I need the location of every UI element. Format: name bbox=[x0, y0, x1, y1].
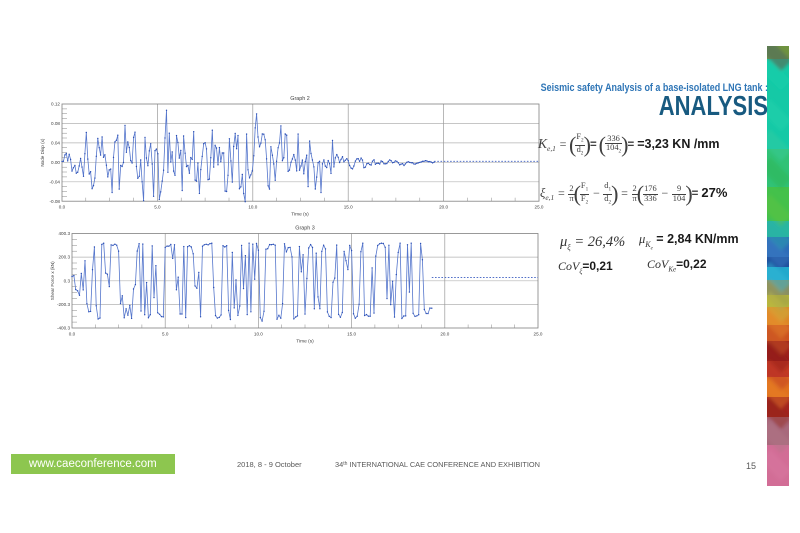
svg-text:15.0: 15.0 bbox=[344, 205, 353, 210]
svg-text:25.0: 25.0 bbox=[534, 332, 543, 337]
svg-text:Graph 2: Graph 2 bbox=[290, 96, 309, 102]
svg-text:10.0: 10.0 bbox=[254, 332, 263, 337]
svg-text:Graph 3: Graph 3 bbox=[295, 226, 314, 232]
svg-text:Time (s): Time (s) bbox=[296, 339, 314, 345]
svg-text:0.00: 0.00 bbox=[51, 160, 60, 165]
svg-text:0.0: 0.0 bbox=[69, 332, 76, 337]
svg-text:20.0: 20.0 bbox=[439, 205, 448, 210]
svg-text:25.0: 25.0 bbox=[535, 205, 544, 210]
svg-text:200.3: 200.3 bbox=[59, 255, 71, 260]
svg-text:5.0: 5.0 bbox=[154, 205, 161, 210]
svg-text:10.0: 10.0 bbox=[248, 205, 257, 210]
svg-text:15.0: 15.0 bbox=[347, 332, 356, 337]
svg-text:0.0: 0.0 bbox=[59, 205, 66, 210]
svg-text:-0.08: -0.08 bbox=[50, 199, 61, 204]
svg-text:0.04: 0.04 bbox=[51, 141, 60, 146]
svg-text:Time (s): Time (s) bbox=[291, 212, 309, 218]
svg-text:-0.04: -0.04 bbox=[50, 179, 61, 184]
svg-text:Shear Force x (kN): Shear Force x (kN) bbox=[50, 261, 55, 300]
svg-text:-200.3: -200.3 bbox=[57, 302, 70, 307]
svg-text:0.12: 0.12 bbox=[51, 102, 60, 107]
svg-text:0.08: 0.08 bbox=[51, 121, 60, 126]
svg-text:0.3: 0.3 bbox=[64, 278, 71, 283]
svg-text:Node Disp (x): Node Disp (x) bbox=[40, 138, 45, 167]
svg-text:400.3: 400.3 bbox=[59, 231, 71, 236]
svg-text:20.0: 20.0 bbox=[440, 332, 449, 337]
svg-text:-400.3: -400.3 bbox=[57, 326, 70, 331]
svg-text:5.0: 5.0 bbox=[162, 332, 169, 337]
